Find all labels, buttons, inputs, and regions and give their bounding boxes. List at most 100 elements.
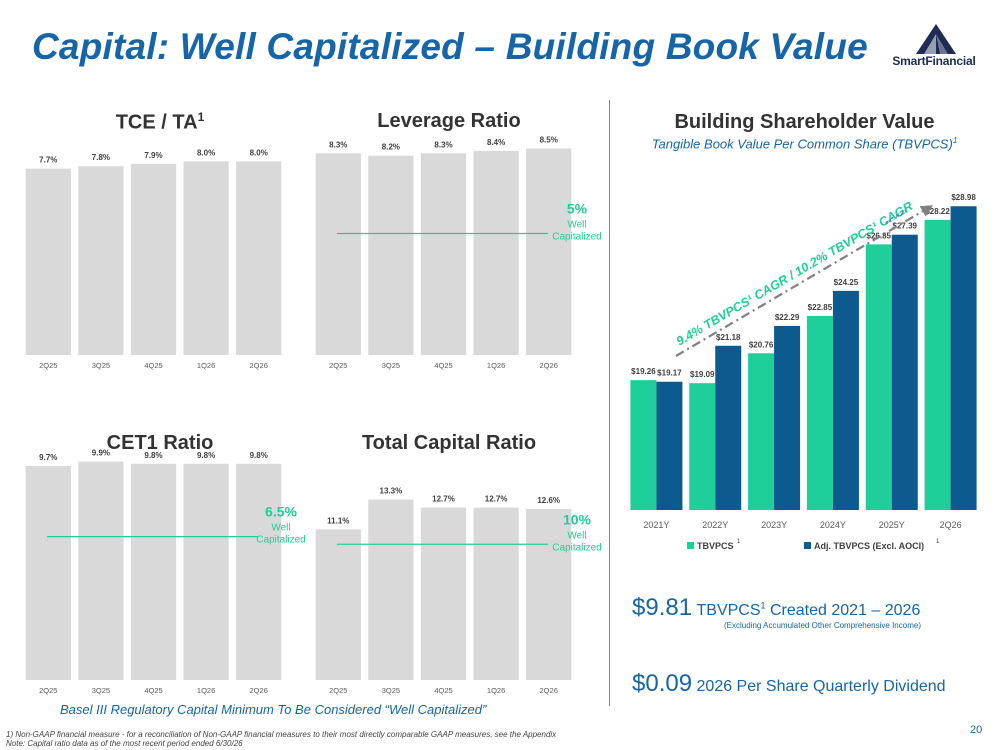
threshold-value: 6.5% xyxy=(265,504,297,520)
bar-tbvpcs xyxy=(689,383,716,510)
bar xyxy=(526,148,572,355)
tick-label: 2Q26 xyxy=(940,520,962,530)
bar xyxy=(315,153,361,355)
bsv-subtitle-sup: 1 xyxy=(952,136,958,145)
tick-label: 1Q26 xyxy=(487,361,505,370)
tick-label: 2022Y xyxy=(702,520,728,530)
tick-label: 4Q25 xyxy=(144,686,162,695)
data-label: $19.09 xyxy=(690,370,715,379)
bar-adj-tbvpcs xyxy=(950,206,977,510)
tick-label: 3Q25 xyxy=(382,361,400,370)
kpi-dividend-label: 2026 Per Share Quarterly Dividend xyxy=(696,678,946,695)
page-title: Capital: Well Capitalized – Building Boo… xyxy=(32,26,868,68)
data-label: $28.98 xyxy=(951,193,976,202)
page-title-main: Capital: xyxy=(32,26,170,67)
cet1-title: CET1 Ratio xyxy=(106,432,214,454)
tick-label: 4Q25 xyxy=(434,361,452,370)
bar xyxy=(130,463,177,680)
tce-title: TCE / TA1 xyxy=(30,110,290,135)
tick-label: 2Q26 xyxy=(540,686,558,695)
leverage-chart: 8.3% 2Q25 8.2% 3Q25 8.3% 4Q25 8.4% 1Q26 8.5% 2Q26… xyxy=(315,135,602,370)
threshold-value: 5% xyxy=(567,201,588,217)
data-label: 9.8% xyxy=(197,451,215,460)
data-label: 9.7% xyxy=(39,453,57,462)
data-label: 8.3% xyxy=(434,140,452,149)
tick-label: 2025Y xyxy=(879,520,905,530)
bar xyxy=(25,465,71,680)
bsv-subtitle-text: Tangible Book Value Per Common Share (TB… xyxy=(651,136,953,152)
tick-label: 1Q26 xyxy=(487,686,505,695)
bar xyxy=(236,161,282,355)
data-label: 13.3% xyxy=(380,487,403,496)
kpi-created-value: $9.81 xyxy=(632,594,693,621)
ratio-charts: 7.7% 2Q25 7.8% 3Q25 7.9% 4Q25 8.0% 1Q26 8.0% 2Q26… xyxy=(25,135,602,695)
bar xyxy=(473,150,519,355)
bar xyxy=(368,499,414,680)
data-label: 11.1% xyxy=(327,516,349,525)
bar xyxy=(183,161,229,355)
kpi-created-note: (Excluding Accumulated Other Comprehensi… xyxy=(724,621,921,630)
data-label: $27.39 xyxy=(893,222,918,231)
tick-label: 4Q25 xyxy=(434,686,452,695)
threshold-label: Capitalized xyxy=(552,542,601,553)
kpi-dividend-value: $0.09 xyxy=(632,670,693,697)
tce-title-text: TCE / TA xyxy=(115,111,198,134)
legend-sup: 1 xyxy=(737,539,741,545)
data-label: 7.9% xyxy=(144,151,162,160)
data-label: $22.85 xyxy=(808,303,833,312)
basel-footnote: Basel III Regulatory Capital Minimum To … xyxy=(60,702,487,717)
footnote-2: Note: Capital ratio data as of the most … xyxy=(6,739,243,748)
tick-label: 4Q25 xyxy=(144,361,162,370)
tick-label: 2023Y xyxy=(761,520,787,530)
bar-adj-tbvpcs xyxy=(656,381,683,510)
threshold-label: Well xyxy=(567,530,586,541)
tick-label: 2024Y xyxy=(820,520,846,530)
bar-adj-tbvpcs xyxy=(715,345,742,510)
cagr-arrow-head-icon xyxy=(919,205,934,217)
logo-text: SmartFinancial xyxy=(892,54,976,68)
tick-label: 2Q25 xyxy=(329,361,347,370)
total-capital-title: Total Capital Ratio xyxy=(361,432,537,454)
bsv-chart: $19.26 $19.17 2021Y $19.09 $21.18 2022Y $20.76… xyxy=(630,193,977,551)
tce-title-sup: 1 xyxy=(197,110,205,124)
bar xyxy=(473,507,519,680)
cet1-chart: 9.7% 2Q25 9.9% 3Q25 9.8% 4Q25 9.8% 1Q26 9.8% 2Q26… xyxy=(25,449,306,695)
tick-label: 2Q25 xyxy=(39,686,57,695)
bar xyxy=(420,507,467,680)
bar-adj-tbvpcs xyxy=(774,325,801,510)
tick-label: 2Q26 xyxy=(250,686,268,695)
kpi-dividend: $0.09 2026 Per Share Quarterly Dividend xyxy=(632,670,946,698)
tick-label: 2Q26 xyxy=(540,361,558,370)
threshold-label: Capitalized xyxy=(552,232,601,243)
data-label: 9.9% xyxy=(92,449,110,458)
bar xyxy=(236,463,282,680)
tick-label: 1Q26 xyxy=(197,686,215,695)
bar-tbvpcs xyxy=(924,219,951,510)
page-number: 20 xyxy=(970,724,983,736)
data-label: $28.22 xyxy=(925,207,950,216)
bar-tbvpcs xyxy=(806,315,833,510)
data-label: 8.0% xyxy=(250,148,268,157)
data-label: 8.3% xyxy=(329,140,347,149)
bar xyxy=(315,529,361,680)
tick-label: 3Q25 xyxy=(382,686,400,695)
bar xyxy=(130,163,177,355)
data-label: 12.7% xyxy=(432,495,455,504)
data-label: $22.29 xyxy=(775,313,800,322)
kpi-created-label-a: TBVPCS xyxy=(696,602,761,619)
footnote-1: 1) Non-GAAP financial measure - for a re… xyxy=(6,730,557,739)
bar-adj-tbvpcs xyxy=(891,234,918,510)
threshold-label: Capitalized xyxy=(256,535,305,546)
bar xyxy=(25,168,71,355)
bar-adj-tbvpcs xyxy=(832,290,859,510)
tick-label: 1Q26 xyxy=(197,361,215,370)
bar-tbvpcs xyxy=(748,353,775,510)
data-label: $20.76 xyxy=(749,340,774,349)
kpi-created-label-b: Created 2021 – 2026 xyxy=(770,602,921,619)
tick-label: 3Q25 xyxy=(92,361,110,370)
smartfinancial-logo-icon xyxy=(916,24,956,54)
data-label: $21.18 xyxy=(716,333,741,342)
threshold-label: Well xyxy=(567,220,586,231)
data-label: $24.25 xyxy=(834,278,859,287)
threshold-value: 10% xyxy=(563,511,592,527)
